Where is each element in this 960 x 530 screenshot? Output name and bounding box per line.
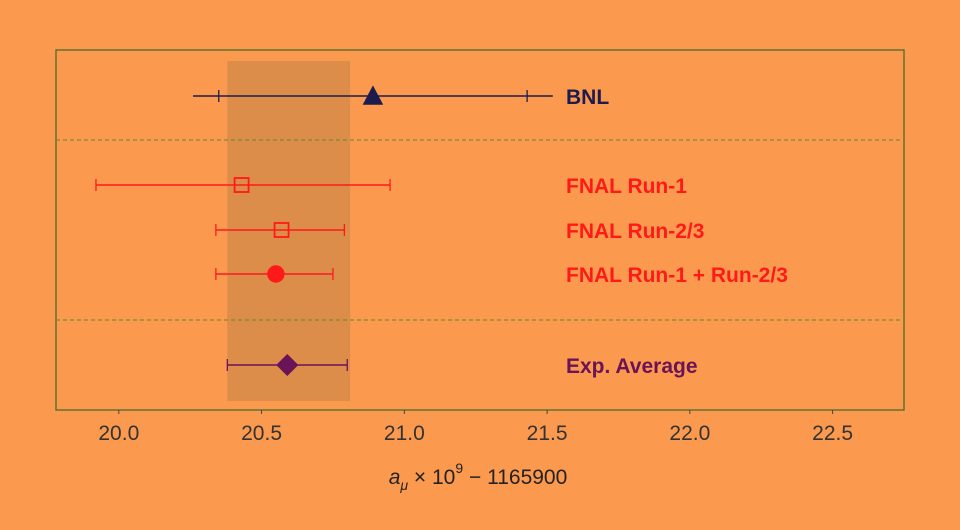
x-tick-label: 21.0 [384,422,425,445]
series-fnal-run-2-3: FNAL Run-2/3 [215,220,704,243]
data-point-triangle [362,85,384,105]
x-tick-label: 20.0 [98,422,139,445]
x-tick-label: 21.5 [527,422,568,445]
series-label: BNL [566,86,609,109]
series-label: FNAL Run-1 [566,175,687,198]
series-label: FNAL Run-2/3 [566,220,704,243]
data-point-diamond [276,353,299,377]
data-point-square [273,222,290,238]
x-tick-label: 22.0 [669,422,710,445]
data-point-square [233,177,250,193]
series-fnal-run-1: FNAL Run-1 [95,175,687,198]
series-exp-average: Exp. Average [226,353,698,378]
series-layer: BNL FNAL Run-1 FNAL Run-2/3 FNAL Run-1 + Ru… [95,85,788,378]
series-fnal-run-1-run-2-3: FNAL Run-1 + Run-2/3 [215,264,788,287]
x-axis-ticks: 20.0 20.5 21.0 21.5 22.0 22.5 [98,410,853,445]
x-axis-label: aμ × 109 − 1165900 [389,460,568,493]
plot-area [55,49,905,411]
series-label: FNAL Run-1 + Run-2/3 [566,264,788,287]
series-label: Exp. Average [566,355,698,378]
data-point-circle [267,265,285,283]
x-tick-label: 22.5 [812,422,853,445]
series-bnl: BNL [193,85,609,109]
x-tick-label: 20.5 [241,422,282,445]
